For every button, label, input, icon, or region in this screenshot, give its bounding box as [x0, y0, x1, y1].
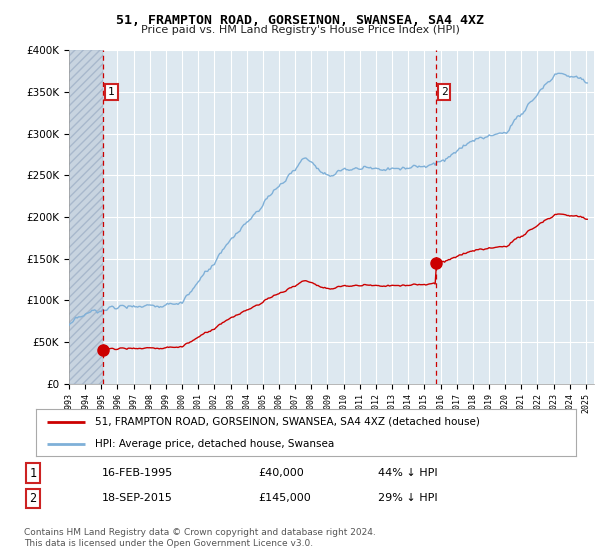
Text: £40,000: £40,000: [258, 468, 304, 478]
Text: 1: 1: [108, 87, 115, 97]
Text: 51, FRAMPTON ROAD, GORSEINON, SWANSEA, SA4 4XZ (detached house): 51, FRAMPTON ROAD, GORSEINON, SWANSEA, S…: [95, 417, 480, 427]
Bar: [69, 50, 103, 384]
Text: Price paid vs. HM Land Registry's House Price Index (HPI): Price paid vs. HM Land Registry's House …: [140, 25, 460, 35]
Text: 29% ↓ HPI: 29% ↓ HPI: [378, 493, 437, 503]
Text: Contains HM Land Registry data © Crown copyright and database right 2024.
This d: Contains HM Land Registry data © Crown c…: [24, 528, 376, 548]
Text: 51, FRAMPTON ROAD, GORSEINON, SWANSEA, SA4 4XZ: 51, FRAMPTON ROAD, GORSEINON, SWANSEA, S…: [116, 14, 484, 27]
Text: £145,000: £145,000: [258, 493, 311, 503]
Text: 16-FEB-1995: 16-FEB-1995: [102, 468, 173, 478]
Text: 2: 2: [441, 87, 448, 97]
Text: 44% ↓ HPI: 44% ↓ HPI: [378, 468, 437, 478]
Text: 18-SEP-2015: 18-SEP-2015: [102, 493, 173, 503]
Text: HPI: Average price, detached house, Swansea: HPI: Average price, detached house, Swan…: [95, 438, 335, 449]
Text: 2: 2: [29, 492, 37, 505]
Text: 1: 1: [29, 466, 37, 480]
